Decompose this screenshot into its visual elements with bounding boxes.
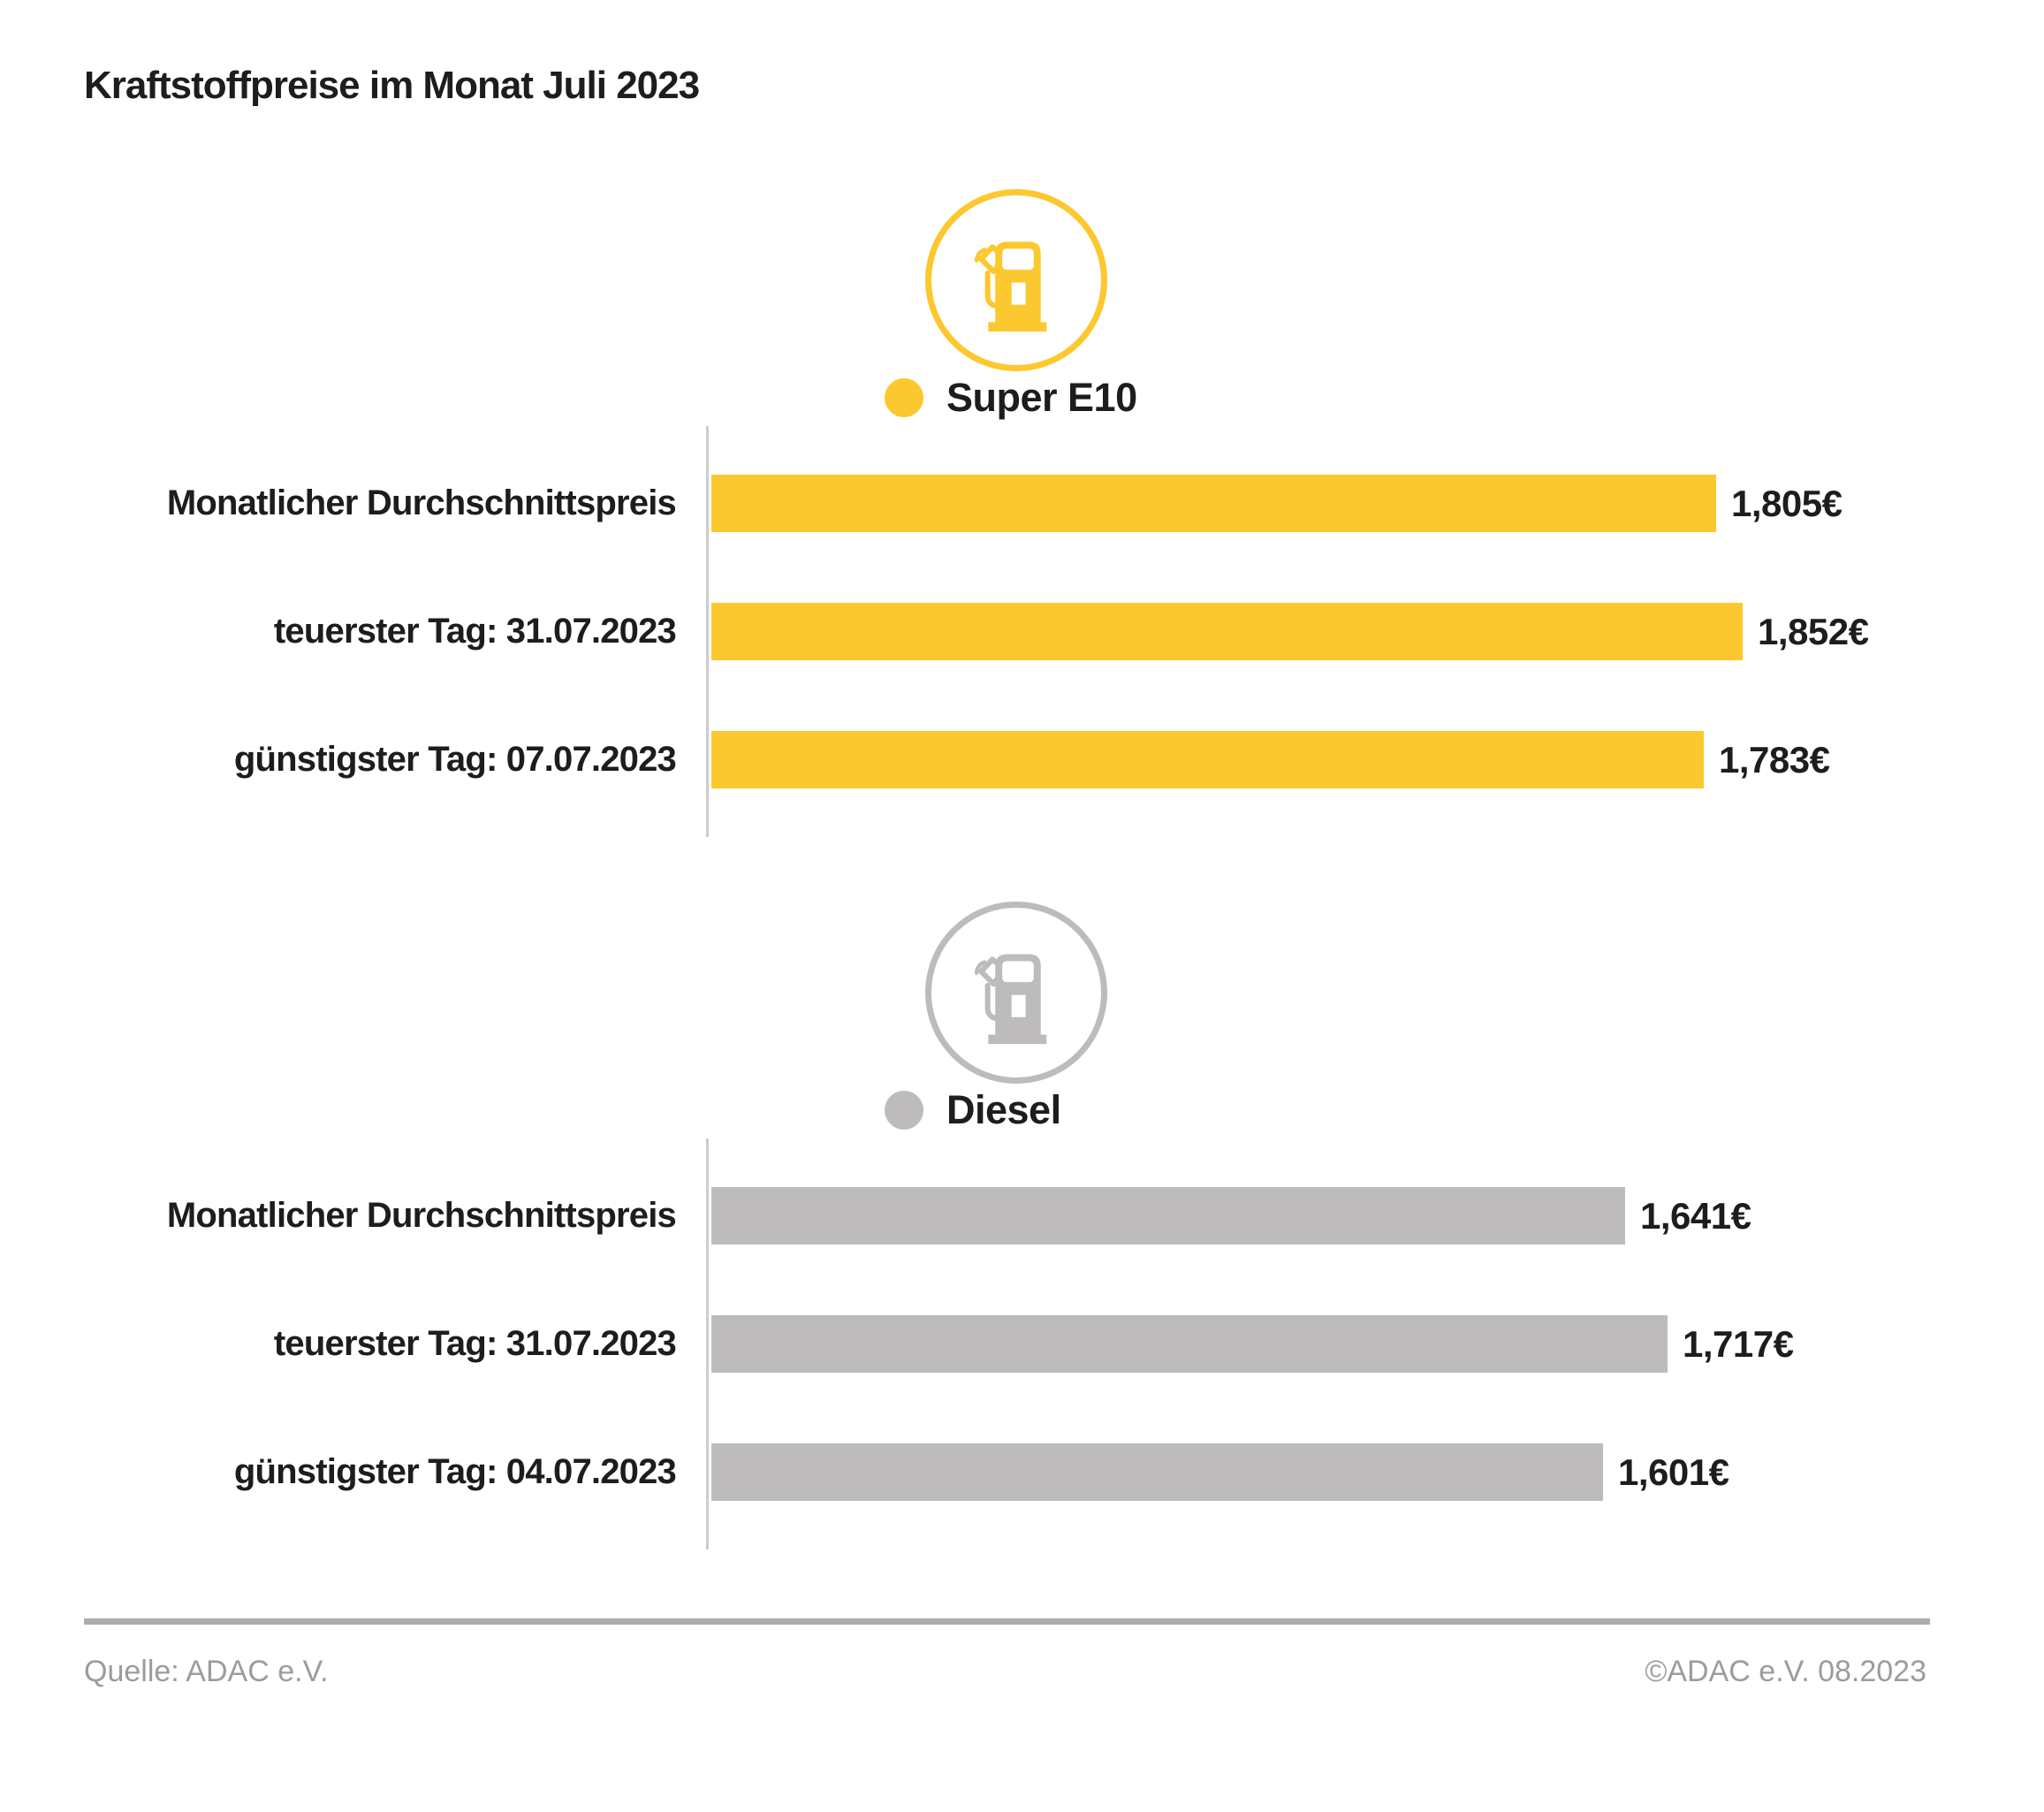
legend-super-e10: Super E10 (885, 375, 1137, 420)
axis-line (706, 426, 709, 837)
footer-divider (84, 1618, 1930, 1625)
fuel-pump-badge (925, 189, 1107, 371)
footer-copyright: ©ADAC e.V. 08.2023 (1645, 1655, 1926, 1688)
section-super-e10: Super E10 Monatlicher Durchschnittspreis… (0, 189, 2044, 843)
page-title: Kraftstoffpreise im Monat Juli 2023 (84, 64, 700, 107)
legend-label: Super E10 (946, 375, 1137, 420)
bar-chart-diesel: Monatlicher Durchschnittspreis 1,641€ teue… (0, 1138, 2044, 1549)
bar-value-label: 1,852€ (1758, 610, 1869, 652)
bar-value-label: 1,641€ (1640, 1194, 1751, 1237)
bar-value-label: 1,601€ (1618, 1450, 1729, 1493)
section-diesel: Diesel Monatlicher Durchschnittspreis 1,6… (0, 902, 2044, 1556)
fuel-pump-badge (925, 902, 1107, 1084)
bar (711, 731, 1704, 788)
bar (711, 475, 1716, 532)
bar-row: Monatlicher Durchschnittspreis 1,641€ (0, 1187, 1751, 1245)
axis-line (706, 1138, 709, 1549)
legend-dot (885, 378, 923, 417)
bar-category-label: Monatlicher Durchschnittspreis (166, 1196, 677, 1235)
footer-source: Quelle: ADAC e.V. (84, 1655, 329, 1688)
bar-value-label: 1,717€ (1683, 1322, 1794, 1365)
bar-category-label: Monatlicher Durchschnittspreis (166, 483, 677, 522)
bar-value-label: 1,783€ (1719, 738, 1830, 780)
bar-category-label: teuerster Tag: 31.07.2023 (273, 612, 677, 651)
fuel-pump-icon (974, 954, 1047, 1045)
legend-dot (885, 1091, 923, 1130)
bar-row: günstigster Tag: 07.07.2023 1,783€ (0, 731, 1830, 788)
bar-row: teuerster Tag: 31.07.2023 1,717€ (0, 1315, 1794, 1373)
legend-label: Diesel (946, 1087, 1061, 1132)
bar-chart-super-e10: Monatlicher Durchschnittspreis 1,805€ teue… (0, 426, 2044, 837)
bar (711, 1315, 1668, 1373)
bar-category-label: günstigster Tag: 04.07.2023 (233, 1452, 677, 1491)
bar (711, 603, 1743, 660)
bar-value-label: 1,805€ (1731, 482, 1843, 524)
fuel-pump-icon (974, 241, 1047, 332)
bar (711, 1443, 1603, 1501)
legend-diesel: Diesel (885, 1087, 1061, 1132)
bar-row: Monatlicher Durchschnittspreis 1,805€ (0, 475, 1843, 532)
bar (711, 1187, 1625, 1245)
bar-row: günstigster Tag: 04.07.2023 1,601€ (0, 1443, 1729, 1501)
bar-row: teuerster Tag: 31.07.2023 1,852€ (0, 603, 1869, 660)
bar-category-label: teuerster Tag: 31.07.2023 (273, 1324, 677, 1363)
bar-category-label: günstigster Tag: 07.07.2023 (233, 740, 677, 779)
